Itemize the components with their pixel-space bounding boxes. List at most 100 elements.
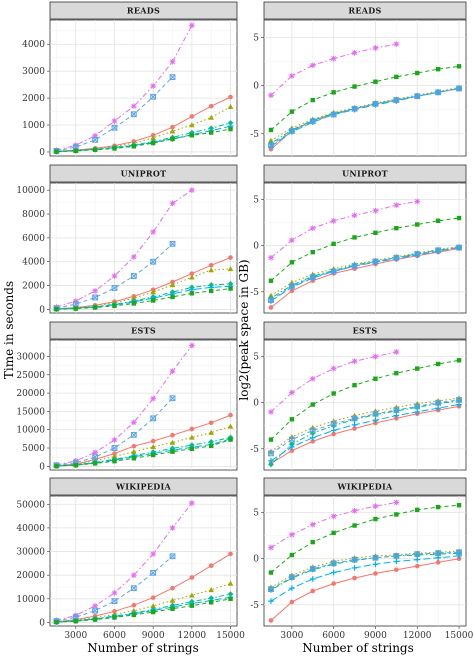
series-line bbox=[270, 400, 460, 465]
marker-plus bbox=[456, 553, 462, 559]
series-line bbox=[56, 425, 231, 467]
marker-square bbox=[373, 376, 378, 381]
marker-asterisk bbox=[330, 218, 337, 224]
marker-circle bbox=[170, 585, 175, 591]
marker-triangle bbox=[169, 128, 176, 134]
marker-plus bbox=[414, 409, 421, 415]
marker-square bbox=[228, 596, 233, 602]
marker-boxcross bbox=[414, 551, 421, 557]
series-line bbox=[56, 596, 231, 623]
marker-asterisk bbox=[393, 41, 400, 47]
y-tick-label: 5 bbox=[253, 196, 259, 206]
series-line bbox=[56, 593, 231, 623]
marker-square bbox=[228, 126, 233, 132]
marker-circle bbox=[310, 439, 316, 444]
marker-boxcross bbox=[414, 251, 421, 257]
marker-plus bbox=[289, 585, 295, 591]
series-line bbox=[270, 247, 460, 301]
marker-square bbox=[289, 417, 295, 422]
series-line bbox=[270, 217, 460, 282]
marker-square bbox=[352, 235, 357, 240]
facet-strip bbox=[263, 477, 467, 496]
marker-boxcross bbox=[111, 445, 118, 451]
facet-strip-label: UNIPROT bbox=[342, 169, 388, 179]
marker-circle bbox=[112, 451, 117, 456]
marker-triangle bbox=[189, 434, 195, 440]
marker-asterisk bbox=[72, 142, 79, 149]
series bbox=[268, 85, 462, 149]
left-x-axis-title: Number of strings bbox=[87, 641, 199, 655]
y-tick-label: 10000 bbox=[16, 426, 45, 436]
marker-circle bbox=[289, 288, 295, 294]
marker-asterisk bbox=[268, 254, 274, 261]
marker-boxcross bbox=[92, 294, 99, 301]
marker-square bbox=[150, 452, 156, 458]
facet-strip-label: UNIPROT bbox=[121, 169, 167, 179]
marker-asterisk bbox=[289, 237, 295, 243]
marker-square bbox=[150, 298, 156, 303]
marker-plus bbox=[372, 561, 379, 568]
marker-boxcross bbox=[309, 565, 316, 572]
y-tick-label: 50000 bbox=[16, 500, 45, 510]
marker-square bbox=[415, 507, 420, 513]
x-tick-label: 3000 bbox=[64, 631, 87, 641]
plot-area bbox=[263, 182, 467, 314]
marker-boxcross bbox=[288, 574, 295, 581]
marker-square bbox=[54, 306, 59, 312]
series-line bbox=[270, 555, 460, 602]
marker-boxcross bbox=[414, 93, 421, 100]
chart-panel: UNIPROT -5 0 5 bbox=[250, 164, 467, 314]
marker-square bbox=[415, 70, 420, 76]
marker-square bbox=[209, 443, 214, 449]
marker-square bbox=[435, 361, 441, 367]
marker-asterisk bbox=[393, 499, 400, 506]
marker-circle bbox=[352, 426, 357, 431]
marker-boxcross bbox=[268, 586, 274, 593]
marker-circle bbox=[228, 551, 233, 557]
y-tick-label: 0 bbox=[39, 305, 45, 315]
marker-asterisk bbox=[309, 225, 316, 231]
marker-boxcross bbox=[330, 560, 337, 567]
marker-boxcross bbox=[372, 410, 379, 417]
marker-triangle bbox=[208, 429, 215, 435]
y-tick-label: 4000 bbox=[22, 40, 45, 50]
plot-area bbox=[263, 19, 467, 157]
marker-square bbox=[170, 449, 175, 454]
marker-circle bbox=[112, 609, 117, 614]
marker-square bbox=[228, 437, 233, 442]
marker-boxcross bbox=[351, 556, 358, 563]
marker-boxcross bbox=[268, 450, 274, 457]
marker-plus bbox=[268, 598, 274, 604]
marker-square bbox=[170, 136, 175, 142]
series-line bbox=[56, 283, 231, 310]
facet-strip bbox=[263, 321, 467, 340]
marker-triangle bbox=[189, 592, 195, 598]
series-line bbox=[56, 439, 231, 467]
marker-square bbox=[131, 456, 137, 461]
y-tick-label: 30000 bbox=[16, 548, 45, 558]
y-tick-label: 0 bbox=[39, 462, 45, 472]
series bbox=[268, 404, 462, 466]
marker-square bbox=[92, 305, 98, 310]
y-tick-label: -5 bbox=[250, 601, 259, 611]
y-tick-label: 20000 bbox=[16, 571, 45, 581]
series-line bbox=[56, 345, 193, 466]
marker-boxcross bbox=[456, 397, 462, 403]
x-tick-label: 15000 bbox=[216, 631, 245, 641]
series-line bbox=[270, 404, 460, 462]
marker-asterisk bbox=[92, 603, 98, 609]
series bbox=[268, 549, 462, 593]
marker-boxcross bbox=[169, 240, 176, 247]
marker-circle bbox=[170, 279, 175, 285]
marker-asterisk bbox=[111, 118, 118, 124]
marker-square bbox=[394, 225, 399, 231]
marker-square bbox=[268, 437, 274, 442]
plot-area bbox=[49, 19, 238, 157]
marker-square bbox=[54, 463, 59, 469]
marker-boxcross bbox=[111, 124, 118, 131]
marker-boxcross bbox=[92, 136, 99, 143]
facet-strip bbox=[263, 1, 467, 20]
marker-square bbox=[435, 66, 441, 72]
marker-diamond bbox=[372, 411, 379, 418]
marker-triangle bbox=[227, 580, 234, 586]
